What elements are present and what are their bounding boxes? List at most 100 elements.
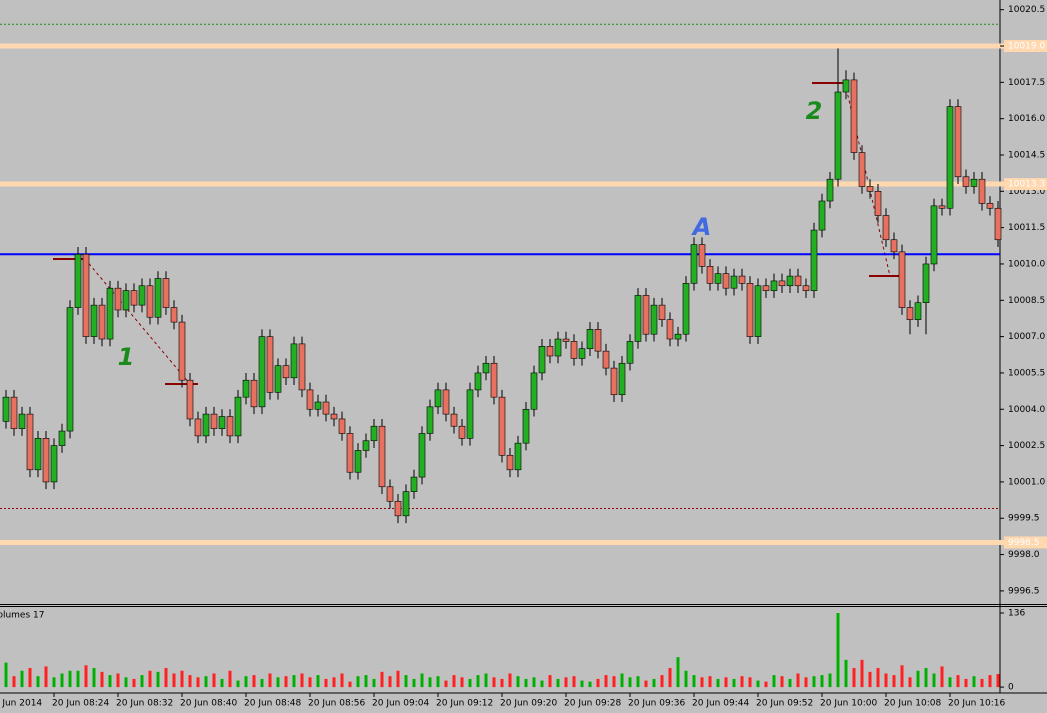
candle-body — [138, 285, 146, 306]
candle-body — [178, 321, 186, 381]
y-tick-label: 9999.5 — [1008, 514, 1040, 524]
level-label: 10013.3 — [1008, 180, 1045, 190]
candle-body — [498, 396, 506, 456]
x-tick-label: 20 Jun 08:40 — [180, 699, 237, 709]
x-tick-label: 20 Jun 09:20 — [500, 699, 557, 709]
candle-body — [842, 79, 850, 93]
candle-body — [554, 338, 562, 357]
level-label: 9998.5 — [1008, 538, 1040, 548]
y-tick-label: 10002.5 — [1008, 441, 1045, 451]
y-tick-label: 9996.5 — [1008, 586, 1040, 596]
level-label-box — [1004, 536, 1047, 549]
candle-body — [730, 275, 738, 289]
x-tick-label: 20 Jun 08:48 — [244, 699, 301, 709]
candle-body — [610, 367, 618, 396]
y-tick-label: 10005.5 — [1008, 368, 1045, 378]
candle-body — [922, 263, 930, 304]
y-tick-label: 10016.0 — [1008, 114, 1045, 124]
y-tick-label: 10004.0 — [1008, 405, 1045, 415]
candle-body — [74, 253, 82, 308]
candle-body — [386, 486, 394, 502]
candle-body — [650, 304, 658, 335]
candle-body — [986, 203, 994, 209]
candle-body — [218, 416, 226, 429]
candle-body — [450, 413, 458, 427]
candle-body — [882, 215, 890, 241]
annotation: 1 — [118, 343, 135, 371]
candle-body — [162, 278, 170, 308]
candle-body — [682, 283, 690, 335]
candle-body — [362, 440, 370, 451]
y-tick-label: 10011.5 — [1008, 223, 1045, 233]
x-tick-label: 20 Jun 10:08 — [884, 699, 941, 709]
candle-body — [802, 285, 810, 291]
candle-body — [266, 336, 274, 393]
candle-body — [106, 287, 114, 340]
y-tick-label: 10013.0 — [1008, 187, 1045, 197]
candle-body — [458, 425, 466, 439]
candle-body — [466, 389, 474, 439]
candle-body — [378, 425, 386, 488]
candle-body — [322, 401, 330, 415]
level-label-box — [1004, 40, 1047, 53]
candle-body — [354, 450, 362, 473]
y-tick-label: 10008.5 — [1008, 296, 1045, 306]
y-tick-label: 10014.5 — [1008, 150, 1045, 160]
candle-body — [578, 348, 586, 359]
candle-body — [658, 304, 666, 320]
candle-body — [10, 396, 18, 429]
candle-body — [186, 379, 194, 420]
candle-body — [226, 416, 234, 437]
candle-body — [490, 362, 498, 398]
candle-body — [346, 433, 354, 473]
candle-body — [786, 275, 794, 287]
candle-body — [866, 186, 874, 192]
annotation: A — [691, 213, 712, 241]
y-tick-label: 136 — [1008, 608, 1025, 618]
candle-body — [850, 79, 858, 153]
x-tick-label: 20 Jun 09:12 — [436, 699, 493, 709]
candle-body — [618, 362, 626, 396]
candle-body — [442, 389, 450, 415]
candle-body — [90, 304, 98, 337]
candle-body — [794, 275, 802, 287]
candle-body — [434, 389, 442, 408]
candle-body — [82, 253, 90, 337]
candle-body — [634, 295, 642, 342]
level-label-box — [1004, 178, 1047, 191]
candle-body — [714, 273, 722, 284]
candle-body — [370, 425, 378, 442]
candle-body — [970, 178, 978, 187]
y-tick-label: 10001.0 — [1008, 477, 1045, 487]
candle-body — [410, 476, 418, 492]
candle-body — [58, 430, 66, 446]
y-tick-label: 10017.5 — [1008, 78, 1045, 88]
candle-body — [202, 413, 210, 437]
y-tick-label: 9998.0 — [1008, 550, 1040, 560]
candle-body — [666, 319, 674, 340]
candle-body — [698, 244, 706, 267]
candle-body — [626, 341, 634, 364]
candle-body — [338, 418, 346, 434]
candle-body — [18, 413, 26, 429]
x-tick-label: 20 Jun 08:56 — [308, 699, 365, 709]
candle-body — [146, 285, 154, 318]
candle-body — [2, 396, 10, 422]
candle-body — [290, 343, 298, 379]
candle-body — [114, 287, 122, 311]
candle-body — [194, 418, 202, 437]
candle-body — [34, 438, 42, 471]
candle-body — [330, 413, 338, 420]
candle-body — [242, 379, 250, 398]
candle-body — [42, 438, 50, 483]
y-tick-label: 0 — [1008, 683, 1014, 693]
candle-body — [26, 413, 34, 471]
candle-body — [594, 329, 602, 352]
candle-body — [426, 406, 434, 434]
candle-body — [418, 433, 426, 478]
candle-body — [514, 442, 522, 471]
y-tick-label: 10020.5 — [1008, 5, 1045, 15]
candle-body — [810, 229, 818, 291]
candle-body — [234, 396, 242, 437]
